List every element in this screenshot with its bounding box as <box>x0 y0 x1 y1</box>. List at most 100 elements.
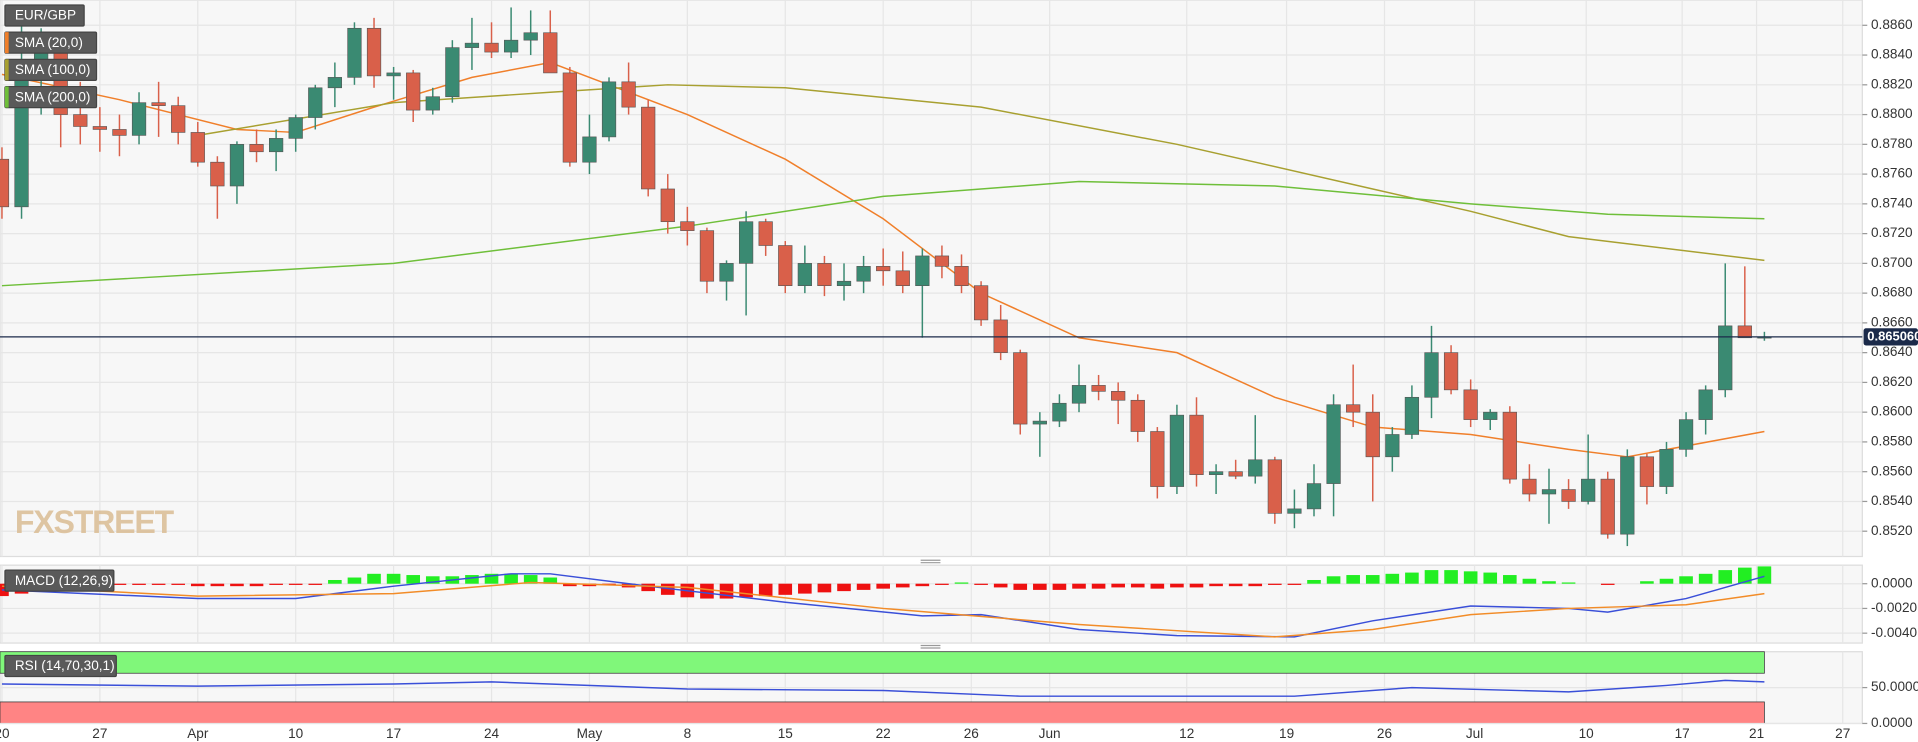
candle-body <box>876 266 891 272</box>
candle-body <box>778 245 793 286</box>
legend-label-swatch <box>4 32 9 54</box>
y-tick-label: 0.8580 <box>1871 434 1913 449</box>
candle-body <box>915 255 930 286</box>
macd-bar <box>700 583 714 599</box>
candle-body <box>406 72 421 111</box>
macd-bar <box>1189 583 1204 588</box>
x-tick-label: 17 <box>386 726 401 741</box>
candle-body <box>1385 434 1400 458</box>
candle-body <box>973 285 989 321</box>
overbought-zone <box>0 651 1765 674</box>
macd-bar <box>778 583 793 595</box>
macd-bar <box>974 583 988 585</box>
candle-body <box>445 47 460 98</box>
candle-body <box>171 105 186 133</box>
macd-bar <box>465 575 479 584</box>
candle-body <box>1502 411 1517 480</box>
y-tick-label: 0.8720 <box>1871 225 1913 240</box>
x-tick-label: Apr <box>187 726 209 741</box>
candle-body <box>641 106 656 190</box>
candle-body <box>92 126 107 130</box>
y-tick-label: 0.8780 <box>1871 136 1913 151</box>
macd-bar <box>504 573 518 584</box>
macd-bar <box>406 575 421 584</box>
candle-body <box>1620 456 1635 535</box>
macd-bar <box>1738 567 1752 584</box>
y-tick-label: 0.8860 <box>1871 17 1913 32</box>
macd-bar <box>328 579 342 584</box>
legend-label: SMA (200,0) <box>15 89 91 104</box>
candle-body <box>366 27 382 77</box>
x-tick-label: 24 <box>484 726 500 741</box>
y-tick-label: -0.0040 <box>1871 625 1918 640</box>
rsi-title-box <box>4 654 117 678</box>
macd-bar <box>660 583 675 595</box>
y-tick-label: 0.8660 <box>1871 314 1913 329</box>
panel-handle[interactable] <box>920 559 941 564</box>
candle-body <box>601 81 617 138</box>
macd-bar <box>1444 570 1458 584</box>
x-tick-label: 20 <box>0 726 10 741</box>
candle-body <box>1365 411 1380 458</box>
y-tick-label: 0.8560 <box>1871 463 1913 478</box>
macd-bar <box>856 583 871 590</box>
macd-bar <box>288 583 303 585</box>
candle-body <box>1287 508 1302 514</box>
candle-body <box>1150 431 1165 487</box>
y-tick-label: 0.0000 <box>1871 575 1913 590</box>
candle-body <box>288 117 303 139</box>
sma-line <box>197 84 1765 262</box>
candle-body <box>1698 389 1713 420</box>
macd-bar <box>563 583 577 587</box>
candle-body <box>1228 471 1243 477</box>
macd-bar <box>1640 581 1654 584</box>
candle-body <box>484 42 499 53</box>
panel-handle[interactable] <box>920 644 941 649</box>
candle-body <box>112 129 127 136</box>
y-tick-label: 0.8600 <box>1871 404 1913 419</box>
candle-body <box>719 263 734 282</box>
macd-bar <box>1072 583 1086 589</box>
macd-bar <box>1307 579 1321 584</box>
macd-bar <box>1679 576 1693 584</box>
candle-body <box>190 132 205 163</box>
x-tick-label: 15 <box>778 726 793 741</box>
x-tick-label: 10 <box>1579 726 1595 741</box>
macd-bar <box>876 583 890 589</box>
macd-bar <box>543 577 558 584</box>
candle-body <box>347 27 362 78</box>
macd-bar <box>1503 575 1517 584</box>
macd-bar <box>1463 571 1478 584</box>
x-tick-label: 22 <box>876 726 891 741</box>
macd-bar <box>347 577 362 584</box>
candle-body <box>1483 411 1498 420</box>
x-tick-label: 27 <box>1835 726 1850 741</box>
macd-bar <box>151 583 166 585</box>
macd-bar <box>132 583 146 585</box>
candle-body <box>1443 352 1459 391</box>
macd-bar <box>190 583 205 587</box>
candle-body <box>797 263 812 286</box>
candle-body <box>1522 478 1537 495</box>
macd-bar <box>112 583 127 585</box>
candle-body <box>308 87 323 118</box>
macd-bar <box>171 583 186 585</box>
x-tick-label: 26 <box>964 726 979 741</box>
candle-body <box>582 136 597 163</box>
x-tick-label: 12 <box>1179 726 1194 741</box>
y-tick-label: 0.8820 <box>1871 76 1913 91</box>
price-panel <box>0 0 1863 558</box>
x-tick-label: 17 <box>1675 726 1690 741</box>
macd-bar <box>954 582 969 584</box>
macd-bar <box>817 583 832 593</box>
y-tick-label: 0.8800 <box>1871 106 1913 121</box>
candle-body <box>1463 389 1478 420</box>
macd-bar <box>993 583 1008 588</box>
x-tick-label: 8 <box>684 726 692 741</box>
legend-label-swatch <box>4 59 9 81</box>
macd-bar <box>915 583 930 587</box>
legend-label: SMA (20,0) <box>15 35 83 50</box>
candle-body <box>523 32 538 41</box>
macd-bar <box>1287 583 1302 585</box>
